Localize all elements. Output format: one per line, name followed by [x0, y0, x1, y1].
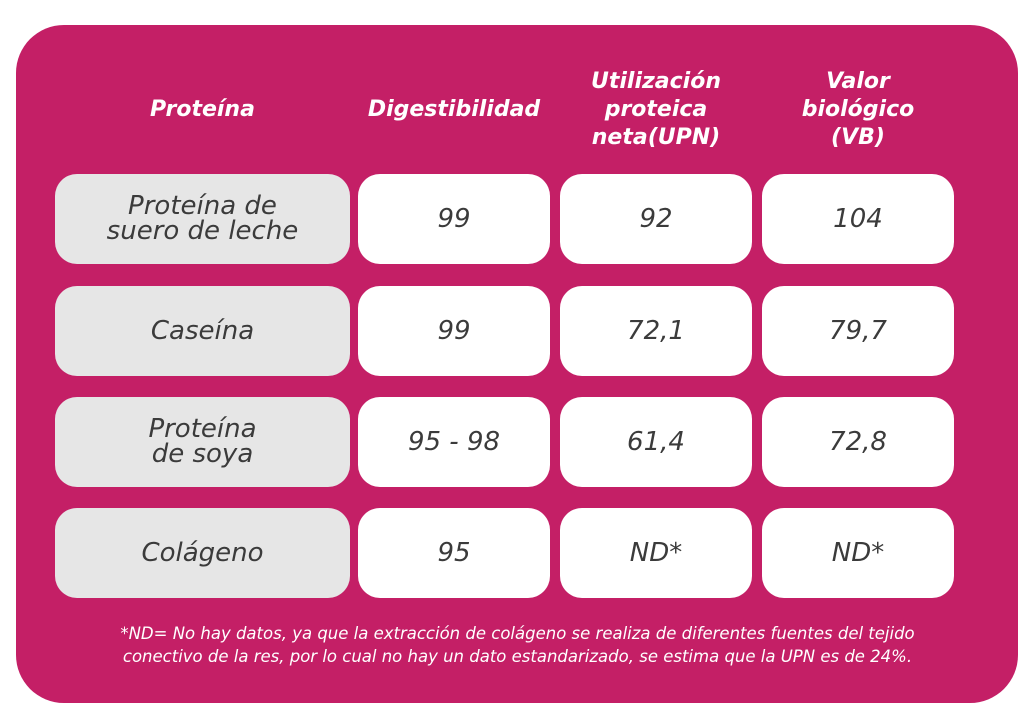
header-protein: Proteína	[150, 97, 255, 122]
table-row-protein-name: Proteína de suero de leche	[55, 174, 350, 264]
table-cell-upn: 61,4	[560, 397, 752, 487]
table-row-protein-name: Colágeno	[55, 508, 350, 598]
table-cell-vb: 72,8	[762, 397, 954, 487]
table-cell-digestibility: 95 - 98	[358, 397, 550, 487]
header-digestibility: Digestibilidad	[367, 97, 541, 122]
table-cell-upn: 72,1	[560, 286, 752, 376]
table-row-protein-name: Caseína	[55, 286, 350, 376]
table-cell-upn: ND*	[560, 508, 752, 598]
header-upn: Utilización proteica neta(UPN)	[590, 69, 721, 150]
table-cell-vb: ND*	[762, 508, 954, 598]
table-cell-digestibility: 99	[358, 286, 550, 376]
table-row-protein-name: Proteína de soya	[55, 397, 350, 487]
table-cell-vb: 79,7	[762, 286, 954, 376]
table-cell-upn: 92	[560, 174, 752, 264]
table-cell-digestibility: 95	[358, 508, 550, 598]
footnote: *ND= No hay datos, ya que la extracción …	[120, 624, 915, 666]
table-cell-digestibility: 99	[358, 174, 550, 264]
table-cell-vb: 104	[762, 174, 954, 264]
header-vb: Valor biológico (VB)	[801, 69, 915, 150]
